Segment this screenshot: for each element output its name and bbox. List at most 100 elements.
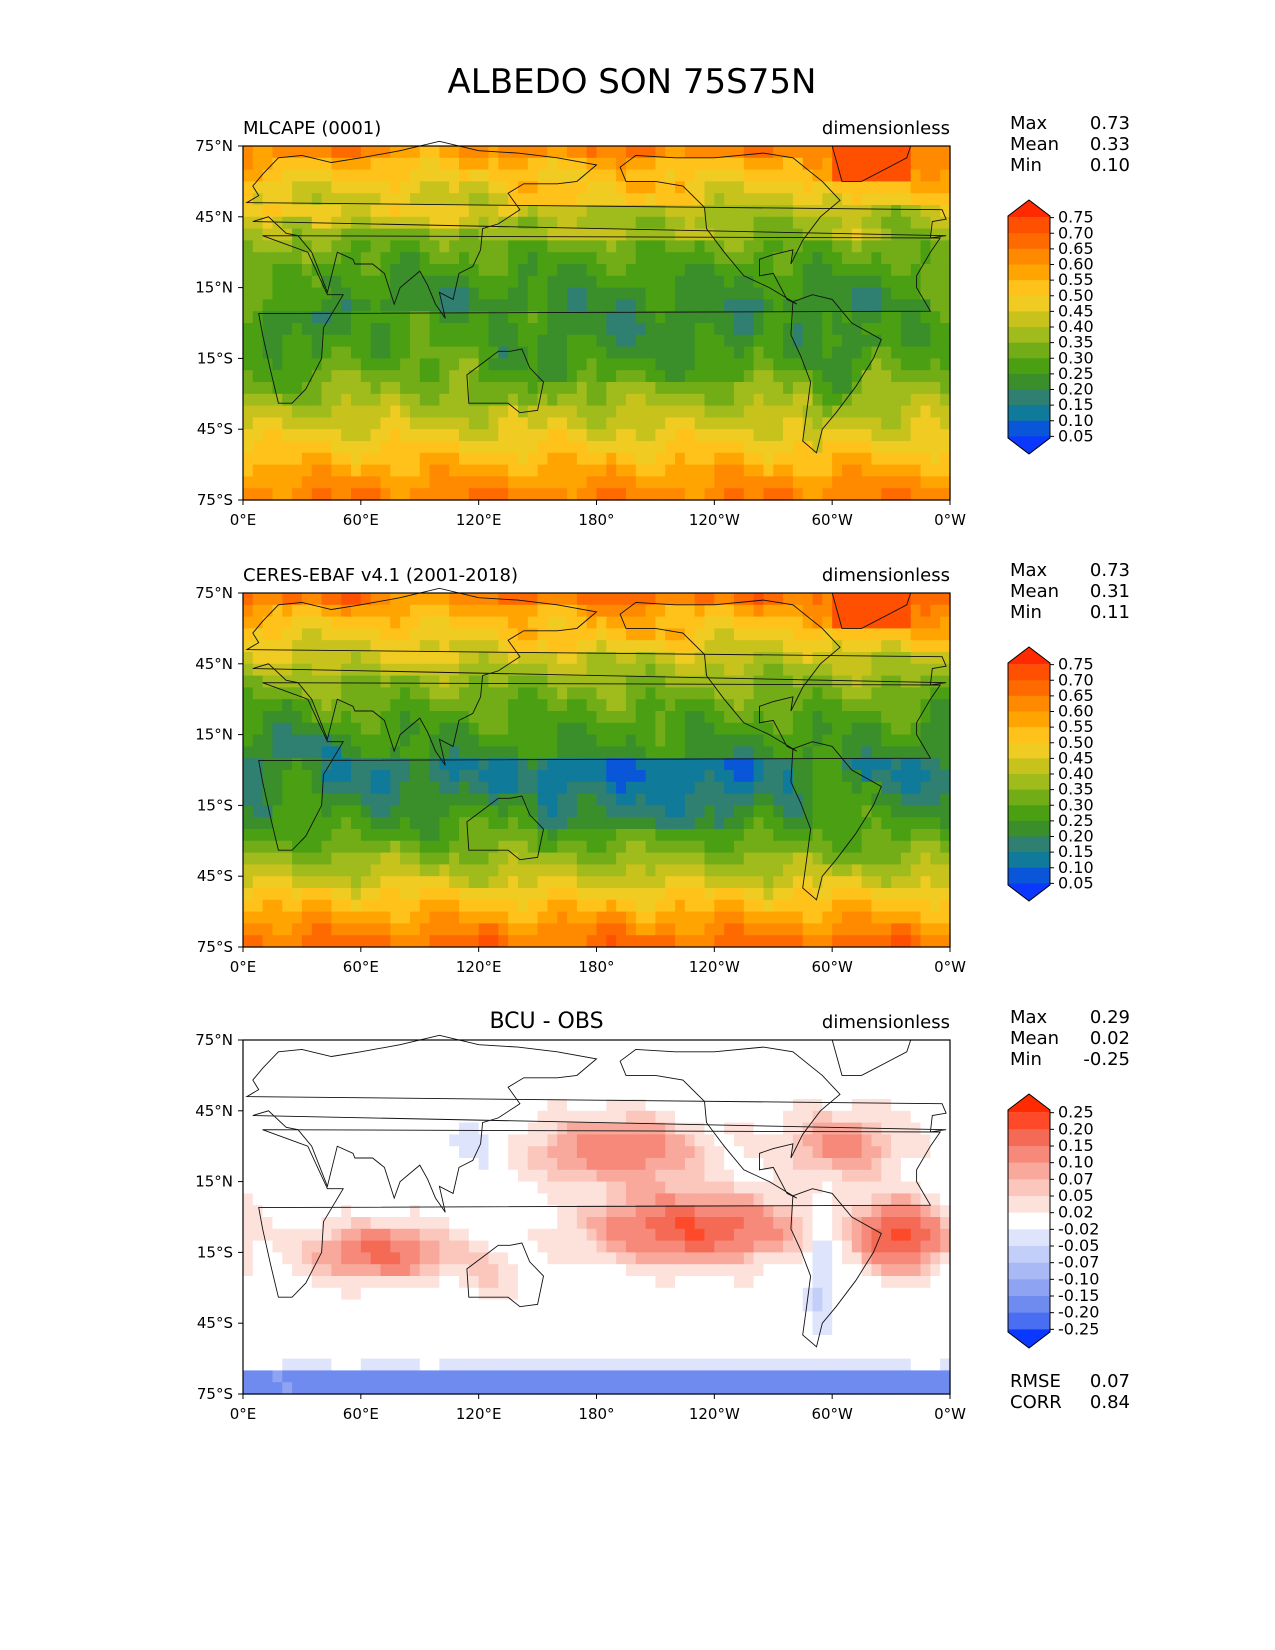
heatmap-cell — [567, 628, 578, 641]
heatmap-cell — [753, 1063, 765, 1076]
heatmap-cell — [252, 628, 264, 641]
heatmap-cell — [655, 334, 666, 348]
heatmap-cell — [547, 1051, 558, 1065]
heatmap-cell — [655, 464, 666, 477]
heatmap-cell — [812, 640, 823, 653]
heatmap-cell — [822, 640, 833, 653]
heatmap-cell — [812, 840, 823, 854]
heatmap-cell — [832, 1063, 843, 1076]
heatmap-cell — [409, 675, 421, 688]
heatmap-cell — [802, 405, 814, 418]
heatmap-cell — [567, 216, 578, 230]
heatmap-cell — [331, 193, 342, 206]
heatmap-cell — [517, 452, 529, 466]
heatmap-cell — [243, 722, 254, 736]
heatmap-cell — [262, 840, 274, 854]
heatmap-cell — [802, 935, 814, 948]
heatmap-cell — [272, 1110, 283, 1124]
heatmap-cell — [409, 923, 421, 936]
heatmap-cell — [252, 346, 264, 359]
heatmap-cell — [576, 640, 588, 653]
heatmap-cell — [252, 476, 264, 489]
heatmap-cell — [675, 604, 686, 618]
heatmap-cell — [498, 252, 509, 265]
heatmap-cell — [625, 1040, 637, 1053]
heatmap-cell — [439, 157, 450, 171]
colorbar-segment — [1008, 405, 1050, 422]
heatmap-cell — [400, 734, 411, 747]
heatmap-cell — [508, 604, 519, 618]
heatmap-cell — [517, 169, 529, 182]
colorbar: 0.750.700.650.600.550.500.450.400.350.30… — [1007, 646, 1094, 902]
heatmap-cell — [547, 157, 558, 171]
heatmap-cell — [625, 1099, 637, 1112]
heatmap-cell — [684, 734, 696, 747]
heatmap-cell — [930, 687, 941, 700]
heatmap-cell — [419, 1063, 431, 1076]
heatmap-cell — [282, 675, 293, 688]
heatmap-cell — [763, 722, 774, 736]
heatmap-cell — [272, 334, 283, 348]
heatmap-cell — [311, 157, 323, 171]
heatmap-cell — [301, 405, 313, 418]
heatmap-cell — [439, 628, 450, 641]
heatmap-cell — [517, 663, 529, 677]
heatmap-cell — [351, 205, 362, 218]
heatmap-cell — [351, 935, 362, 948]
heatmap-cell — [684, 346, 696, 359]
heatmap-cell — [517, 311, 529, 324]
heatmap-cell — [498, 935, 509, 948]
heatmap-cell — [714, 287, 725, 300]
heatmap-cell — [586, 663, 598, 677]
heatmap-cell — [468, 1099, 480, 1112]
heatmap-cell — [822, 699, 833, 712]
heatmap-cell — [449, 1051, 460, 1065]
heatmap-cell — [252, 652, 264, 665]
coastline — [619, 599, 841, 752]
heatmap-cell — [292, 1040, 303, 1053]
heatmap-cell — [547, 299, 558, 312]
heatmap-cell — [714, 876, 725, 889]
heatmap-cell — [400, 711, 411, 724]
heatmap-cell — [675, 793, 686, 806]
heatmap-cell — [498, 264, 509, 277]
heatmap-cell — [478, 311, 490, 324]
heatmap-cell — [351, 1087, 362, 1100]
heatmap-cell — [841, 628, 853, 641]
heatmap-cell — [783, 711, 794, 724]
heatmap-cell — [459, 864, 470, 877]
heatmap-cell — [665, 370, 676, 383]
heatmap-cell — [665, 193, 676, 206]
heatmap-cell — [360, 781, 372, 795]
heatmap-cell — [714, 417, 725, 430]
heatmap-cell — [488, 275, 499, 289]
heatmap-cell — [871, 711, 882, 724]
heatmap-cell — [488, 382, 499, 395]
heatmap-cell — [625, 452, 637, 466]
heatmap-cell — [606, 663, 617, 677]
heatmap-cell — [596, 604, 607, 618]
heatmap-cell — [439, 1051, 450, 1065]
heatmap-cell — [900, 722, 912, 736]
heatmap-cell — [881, 452, 892, 466]
heatmap-cell — [743, 205, 755, 218]
heatmap-cell — [468, 441, 480, 454]
heatmap-cell — [773, 1051, 784, 1065]
heatmap-cell — [625, 146, 637, 159]
heatmap-cell — [616, 405, 627, 418]
heatmap-cell — [557, 346, 568, 359]
heatmap-cell — [370, 193, 382, 206]
heatmap-cell — [527, 405, 539, 418]
heatmap-cell — [321, 1051, 332, 1065]
heatmap-cell — [812, 193, 823, 206]
heatmap-cell — [606, 441, 617, 454]
heatmap-cell — [792, 157, 804, 171]
heatmap-cell — [655, 876, 666, 889]
heatmap-cell — [881, 441, 892, 454]
heatmap-cell — [508, 452, 519, 466]
colorbar-segment — [1008, 295, 1050, 312]
heatmap-cell — [252, 758, 264, 771]
heatmap-cell — [871, 852, 882, 865]
heatmap-cell — [773, 287, 784, 300]
heatmap-cell — [930, 781, 941, 795]
